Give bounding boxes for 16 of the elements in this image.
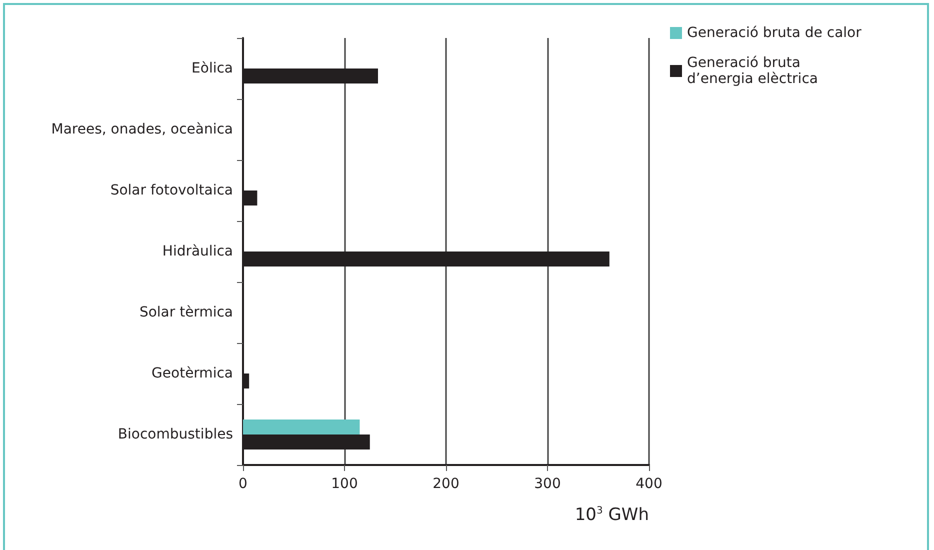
y-tick-label: Eòlica [192,60,233,76]
x-tick-label: 400 [636,476,662,492]
x-tick-label: 200 [432,476,460,492]
x-tick-label: 300 [534,476,561,492]
y-tick-label: Geotèrmica [152,366,233,382]
y-tick-label: Biocombustibles [118,426,233,442]
legend-label: Generació bruta d’energia elèctrica [687,55,818,87]
x-tick-label: 0 [238,476,248,492]
y-tick-label: Solar fotovoltaica [110,182,233,198]
legend-label: Generació bruta de calor [687,25,862,41]
bar [243,420,360,434]
y-tick-label: Hidràulica [162,244,233,260]
x-tick-label: 100 [331,476,358,492]
y-tick-label: Solar tèrmica [139,304,233,320]
x-axis-title: 10$^{3}$ GWh [574,505,649,525]
y-tick-label: Marees, onades, oceànica [51,122,233,138]
